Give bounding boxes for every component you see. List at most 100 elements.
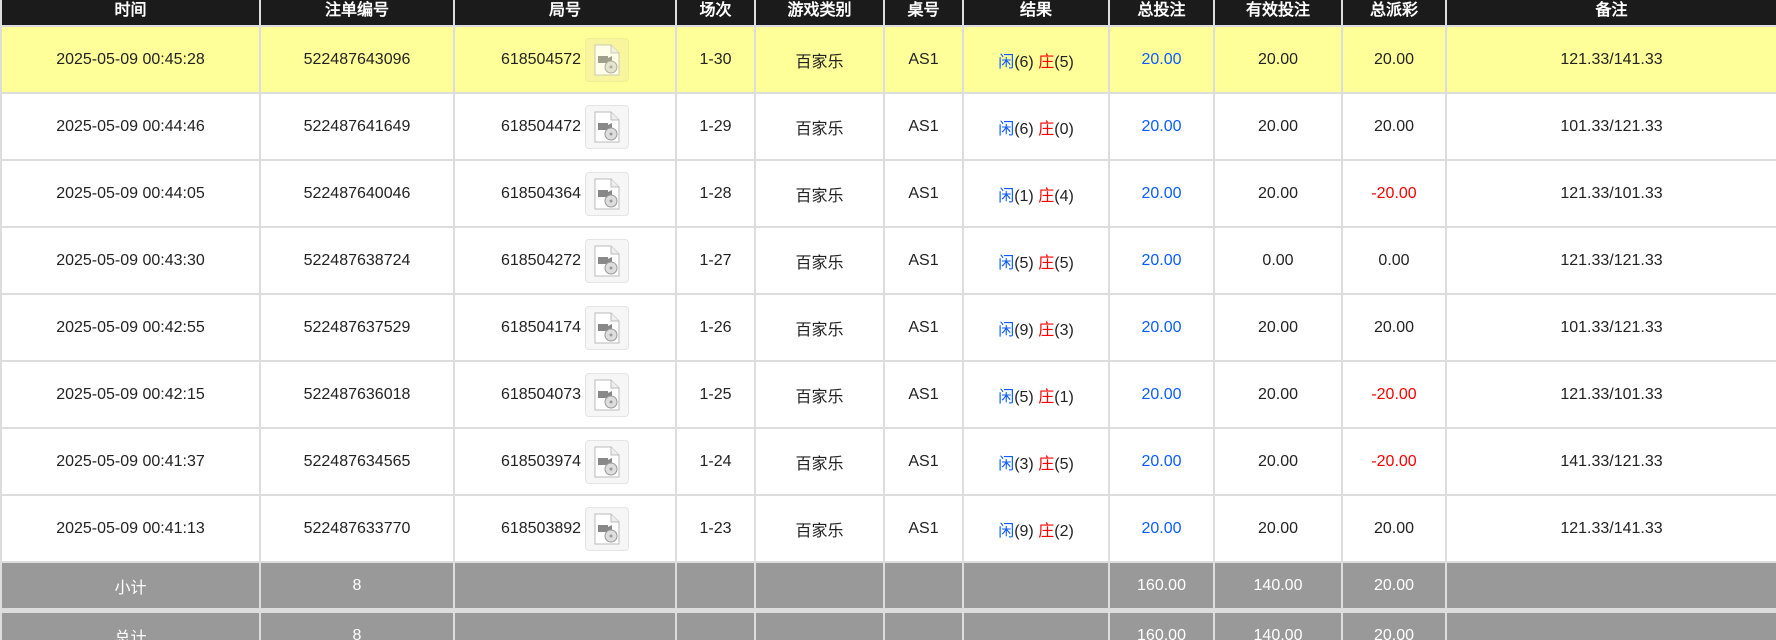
total-total-bet: 160.00: [1108, 608, 1215, 640]
shoe-cell: 1-25: [675, 360, 756, 429]
valid-bet-cell: 0.00: [1213, 226, 1343, 295]
header-total-bet: 总投注: [1108, 0, 1215, 27]
table-row[interactable]: 2025-05-09 00:44:05 522487640046 6185043…: [0, 159, 1776, 228]
video-replay-icon[interactable]: [585, 171, 630, 216]
table-no-cell: AS1: [883, 92, 964, 161]
player-score: (1): [1014, 187, 1034, 205]
result-cell: 闲(5) 庄(1): [962, 360, 1110, 429]
payout-cell: 20.00: [1341, 494, 1447, 563]
valid-bet-cell: 20.00: [1213, 92, 1343, 161]
total-bet-cell: 20.00: [1108, 159, 1215, 228]
video-replay-icon[interactable]: [585, 104, 630, 149]
time-cell: 2025-05-09 00:43:30: [0, 226, 261, 295]
header-time: 时间: [0, 0, 261, 27]
table-header: 时间 注单编号 局号 场次 游戏类别 桌号 结果 总投注 有效投注 总派彩 备注: [0, 0, 1776, 27]
header-valid-bet: 有效投注: [1213, 0, 1343, 27]
banker-label: 庄: [1038, 522, 1055, 540]
round-cell: 618504272: [453, 226, 677, 295]
shoe-cell: 1-29: [675, 92, 756, 161]
player-score: (3): [1014, 455, 1034, 473]
round-cell: 618504364: [453, 159, 677, 228]
valid-bet-cell: 20.00: [1213, 293, 1343, 362]
note-cell: 101.33/121.33: [1445, 293, 1776, 362]
player-label: 闲: [998, 321, 1015, 339]
bet-id-cell: 522487636018: [259, 360, 455, 429]
result-cell: 闲(6) 庄(5): [962, 25, 1110, 94]
total-count: 8: [259, 608, 455, 640]
table-row[interactable]: 2025-05-09 00:45:28 522487643096 6185045…: [0, 25, 1776, 94]
subtotal-total-bet: 160.00: [1108, 561, 1215, 612]
bet-id-cell: 522487643096: [259, 25, 455, 94]
bet-id-cell: 522487641649: [259, 92, 455, 161]
note-cell: 101.33/121.33: [1445, 92, 1776, 161]
banker-label: 庄: [1038, 187, 1055, 205]
table-row[interactable]: 2025-05-09 00:43:30 522487638724 6185042…: [0, 226, 1776, 295]
bet-id-cell: 522487634565: [259, 427, 455, 496]
banker-score: (2): [1054, 522, 1074, 540]
player-score: (6): [1014, 53, 1034, 71]
banker-score: (5): [1054, 455, 1074, 473]
video-replay-icon[interactable]: [585, 238, 630, 283]
banker-label: 庄: [1038, 321, 1055, 339]
table-row[interactable]: 2025-05-09 00:44:46 522487641649 6185044…: [0, 92, 1776, 161]
result-cell: 闲(3) 庄(5): [962, 427, 1110, 496]
bet-id-cell: 522487638724: [259, 226, 455, 295]
shoe-cell: 1-23: [675, 494, 756, 563]
note-cell: 121.33/141.33: [1445, 25, 1776, 94]
header-round: 局号: [453, 0, 677, 27]
total-payout: 20.00: [1341, 608, 1447, 640]
header-table-no: 桌号: [883, 0, 964, 27]
result-cell: 闲(6) 庄(0): [962, 92, 1110, 161]
video-replay-icon[interactable]: [585, 37, 630, 82]
game-type-cell: 百家乐: [754, 360, 885, 429]
header-game-type: 游戏类别: [754, 0, 885, 27]
player-score: (5): [1014, 388, 1034, 406]
player-score: (5): [1014, 254, 1034, 272]
video-replay-icon[interactable]: [585, 305, 630, 350]
subtotal-label: 小计: [0, 561, 261, 612]
header-shoe: 场次: [675, 0, 756, 27]
subtotal-count: 8: [259, 561, 455, 612]
time-cell: 2025-05-09 00:42:15: [0, 360, 261, 429]
table-row[interactable]: 2025-05-09 00:41:37 522487634565 6185039…: [0, 427, 1776, 496]
table-row[interactable]: 2025-05-09 00:42:15 522487636018 6185040…: [0, 360, 1776, 429]
video-replay-icon[interactable]: [585, 439, 630, 484]
table-no-cell: AS1: [883, 25, 964, 94]
note-cell: 121.33/101.33: [1445, 159, 1776, 228]
player-score: (9): [1014, 321, 1034, 339]
total-bet-cell: 20.00: [1108, 494, 1215, 563]
video-replay-icon[interactable]: [585, 372, 630, 417]
table-no-cell: AS1: [883, 427, 964, 496]
table-no-cell: AS1: [883, 159, 964, 228]
table-row[interactable]: 2025-05-09 00:42:55 522487637529 6185041…: [0, 293, 1776, 362]
table-row[interactable]: 2025-05-09 00:41:13 522487633770 6185038…: [0, 494, 1776, 563]
table-no-cell: AS1: [883, 494, 964, 563]
banker-label: 庄: [1038, 254, 1055, 272]
round-number: 618504364: [500, 184, 582, 202]
note-cell: 121.33/141.33: [1445, 494, 1776, 563]
time-cell: 2025-05-09 00:41:13: [0, 494, 261, 563]
valid-bet-cell: 20.00: [1213, 494, 1343, 563]
banker-score: (0): [1054, 120, 1074, 138]
banker-label: 庄: [1038, 120, 1055, 138]
game-type-cell: 百家乐: [754, 293, 885, 362]
round-number: 618503974: [500, 452, 582, 470]
total-row: 总计 8 160.00 140.00 20.00: [0, 608, 1776, 640]
total-bet-cell: 20.00: [1108, 25, 1215, 94]
game-type-cell: 百家乐: [754, 25, 885, 94]
total-bet-cell: 20.00: [1108, 293, 1215, 362]
result-cell: 闲(5) 庄(5): [962, 226, 1110, 295]
round-cell: 618503892: [453, 494, 677, 563]
round-cell: 618503974: [453, 427, 677, 496]
video-replay-icon[interactable]: [585, 506, 630, 551]
shoe-cell: 1-24: [675, 427, 756, 496]
total-bet-cell: 20.00: [1108, 226, 1215, 295]
banker-score: (5): [1054, 254, 1074, 272]
valid-bet-cell: 20.00: [1213, 159, 1343, 228]
player-score: (9): [1014, 522, 1034, 540]
player-label: 闲: [998, 187, 1015, 205]
round-cell: 618504572: [453, 25, 677, 94]
shoe-cell: 1-27: [675, 226, 756, 295]
result-cell: 闲(9) 庄(2): [962, 494, 1110, 563]
bet-id-cell: 522487633770: [259, 494, 455, 563]
